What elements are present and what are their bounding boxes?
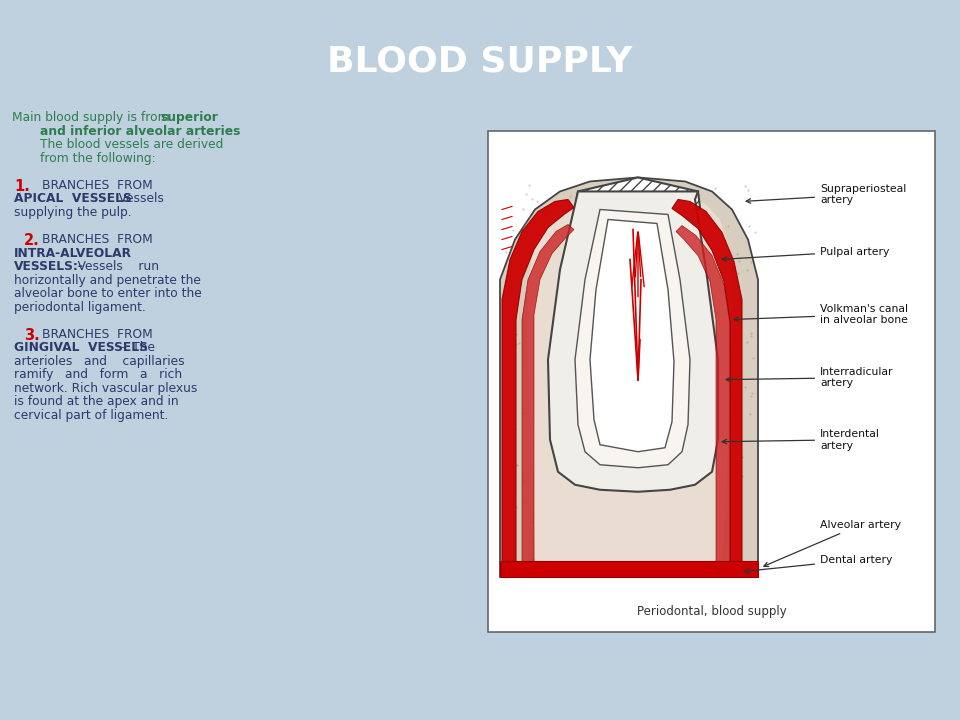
Text: BRANCHES  FROM: BRANCHES FROM: [42, 179, 153, 192]
Text: is found at the apex and in: is found at the apex and in: [14, 395, 179, 408]
Text: GINGIVAL  VESSELS: GINGIVAL VESSELS: [14, 341, 148, 354]
Text: superior: superior: [160, 112, 218, 125]
Text: APICAL  VESSELS: APICAL VESSELS: [14, 192, 132, 205]
Polygon shape: [548, 192, 718, 492]
Text: Periodontal, blood supply: Periodontal, blood supply: [636, 605, 786, 618]
Polygon shape: [676, 225, 730, 577]
Polygon shape: [527, 192, 732, 577]
Text: INTRA-ALVEOLAR: INTRA-ALVEOLAR: [14, 246, 132, 259]
Text: Vessels    run: Vessels run: [66, 260, 159, 273]
Text: 2.: 2.: [24, 233, 39, 248]
Text: BLOOD SUPPLY: BLOOD SUPPLY: [327, 45, 633, 78]
Text: Interdental
artery: Interdental artery: [722, 429, 880, 451]
Text: Main blood supply is from: Main blood supply is from: [12, 112, 174, 125]
Text: The blood vessels are derived: The blood vessels are derived: [40, 138, 224, 151]
Text: cervical part of ligament.: cervical part of ligament.: [14, 409, 168, 422]
Polygon shape: [502, 199, 574, 577]
Text: BRANCHES  FROM: BRANCHES FROM: [42, 233, 153, 246]
Text: alveolar bone to enter into the: alveolar bone to enter into the: [14, 287, 202, 300]
Text: Volkman's canal
in alveolar bone: Volkman's canal in alveolar bone: [734, 304, 908, 325]
Text: from the following:: from the following:: [40, 152, 156, 165]
Polygon shape: [575, 210, 690, 468]
Polygon shape: [500, 177, 758, 577]
Polygon shape: [522, 225, 574, 577]
Text: :-  The: :- The: [116, 341, 155, 354]
Text: 3.: 3.: [24, 328, 39, 343]
Text: horizontally and penetrate the: horizontally and penetrate the: [14, 274, 201, 287]
Text: Dental artery: Dental artery: [744, 555, 893, 573]
Bar: [500, 561, 758, 577]
Text: Vessels: Vessels: [107, 192, 164, 205]
Text: VESSELS:-: VESSELS:-: [14, 260, 84, 273]
Text: Interradicular
artery: Interradicular artery: [726, 367, 894, 389]
Text: Pulpal artery: Pulpal artery: [722, 246, 889, 261]
Polygon shape: [672, 199, 742, 577]
Text: ramify   and   form   a   rich: ramify and form a rich: [14, 368, 182, 381]
Polygon shape: [575, 177, 700, 220]
Text: 1.: 1.: [14, 179, 30, 194]
Bar: [488, 131, 935, 632]
Text: .: .: [210, 125, 214, 138]
Text: network. Rich vascular plexus: network. Rich vascular plexus: [14, 382, 198, 395]
Text: and inferior alveolar arteries: and inferior alveolar arteries: [40, 125, 240, 138]
Text: supplying the pulp.: supplying the pulp.: [14, 206, 132, 219]
Text: periodontal ligament.: periodontal ligament.: [14, 300, 146, 314]
Text: Alveolar artery: Alveolar artery: [764, 520, 901, 567]
Polygon shape: [590, 220, 674, 451]
Text: Supraperiosteal
artery: Supraperiosteal artery: [746, 184, 906, 205]
Text: arterioles   and    capillaries: arterioles and capillaries: [14, 355, 184, 368]
Text: BRANCHES  FROM: BRANCHES FROM: [42, 328, 153, 341]
